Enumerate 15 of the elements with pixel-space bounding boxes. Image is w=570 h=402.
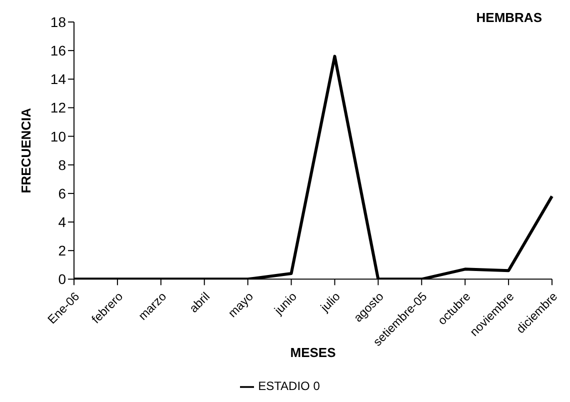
y-tick-label: 6: [58, 185, 66, 202]
y-tick-label: 16: [50, 42, 66, 59]
y-tick-label: 14: [50, 71, 66, 88]
y-tick-label: 2: [58, 242, 66, 259]
chart-title: HEMBRAS: [476, 10, 542, 25]
y-tick-label: 8: [58, 156, 66, 173]
y-axis-title: FRECUENCIA: [18, 107, 34, 194]
y-tick-label: 0: [58, 271, 66, 288]
x-axis-title: MESES: [290, 345, 336, 360]
legend-label: ESTADIO 0: [258, 379, 320, 394]
y-tick-label: 18: [50, 14, 66, 30]
y-tick-label: 10: [50, 128, 66, 144]
y-tick-label: 4: [58, 214, 66, 230]
y-tick-label: 12: [50, 100, 66, 116]
x-tick-label: julio: [317, 289, 344, 316]
